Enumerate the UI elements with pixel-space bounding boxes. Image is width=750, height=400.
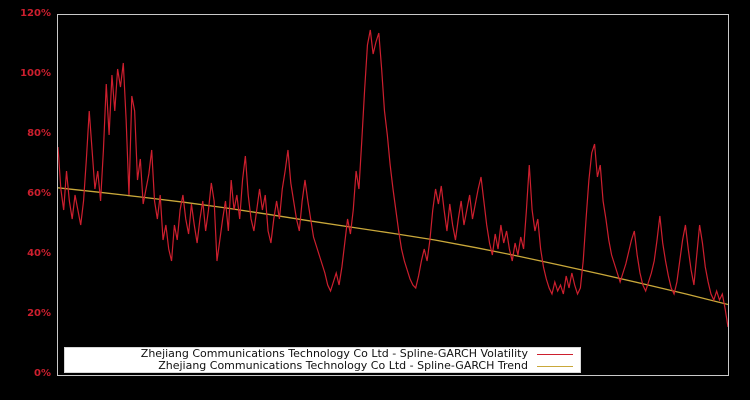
y-axis-tick-label: 120% xyxy=(20,8,51,19)
y-axis-tick-label: 40% xyxy=(27,248,51,259)
y-axis-tick-label: 60% xyxy=(27,188,51,199)
legend: Zhejiang Communications Technology Co Lt… xyxy=(64,347,581,373)
legend-label-trend: Zhejiang Communications Technology Co Lt… xyxy=(158,359,528,372)
volatility-line-series xyxy=(58,29,728,328)
y-axis-tick-label: 80% xyxy=(27,128,51,139)
chart-canvas xyxy=(58,29,728,328)
legend-label-volatility: Zhejiang Communications Technology Co Lt… xyxy=(140,347,528,360)
trend-line-swatch-icon xyxy=(537,365,573,367)
legend-row-volatility: Zhejiang Communications Technology Co Lt… xyxy=(69,348,573,360)
legend-row-trend: Zhejiang Communications Technology Co Lt… xyxy=(69,360,573,372)
trend-line-series xyxy=(58,187,728,306)
y-axis-tick-label: 20% xyxy=(27,308,51,319)
plot-area: Zhejiang Communications Technology Co Lt… xyxy=(57,14,729,376)
y-axis-tick-label: 0% xyxy=(34,368,51,379)
y-axis-tick-label: 100% xyxy=(20,68,51,79)
volatility-line-swatch-icon xyxy=(537,353,573,355)
